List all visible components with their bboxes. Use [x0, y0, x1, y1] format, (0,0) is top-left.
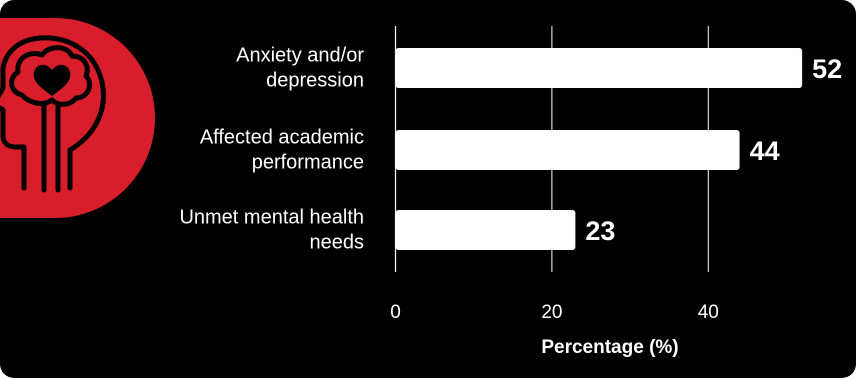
category-label: Unmet mental health needs	[179, 207, 364, 254]
x-tick-labels: 0 20 40	[390, 302, 719, 323]
x-tick-label: 0	[390, 302, 401, 323]
bars-group	[395, 48, 803, 250]
category-label-line: needs	[310, 232, 365, 254]
x-tick-label: 40	[698, 302, 719, 323]
category-label-line: depression	[266, 70, 364, 92]
bar	[395, 130, 740, 170]
brain-heart-head-icon	[0, 18, 155, 218]
bar	[395, 48, 803, 88]
category-label: Affected academic performance	[200, 127, 364, 174]
value-label: 52	[812, 54, 842, 84]
category-label-line: Unmet mental health	[179, 207, 364, 229]
category-label-line: performance	[252, 152, 364, 174]
value-label: 23	[585, 216, 615, 246]
category-labels: Anxiety and/or depression Affected academi…	[179, 45, 364, 254]
x-axis-label: Percentage (%)	[541, 337, 678, 358]
bar	[395, 210, 576, 250]
value-label: 44	[750, 136, 780, 166]
x-tick-label: 20	[541, 302, 562, 323]
category-label-line: Affected academic	[200, 127, 364, 149]
category-label: Anxiety and/or depression	[236, 45, 364, 92]
value-labels: 52 44 23	[585, 54, 842, 246]
category-label-line: Anxiety and/or	[236, 45, 364, 67]
